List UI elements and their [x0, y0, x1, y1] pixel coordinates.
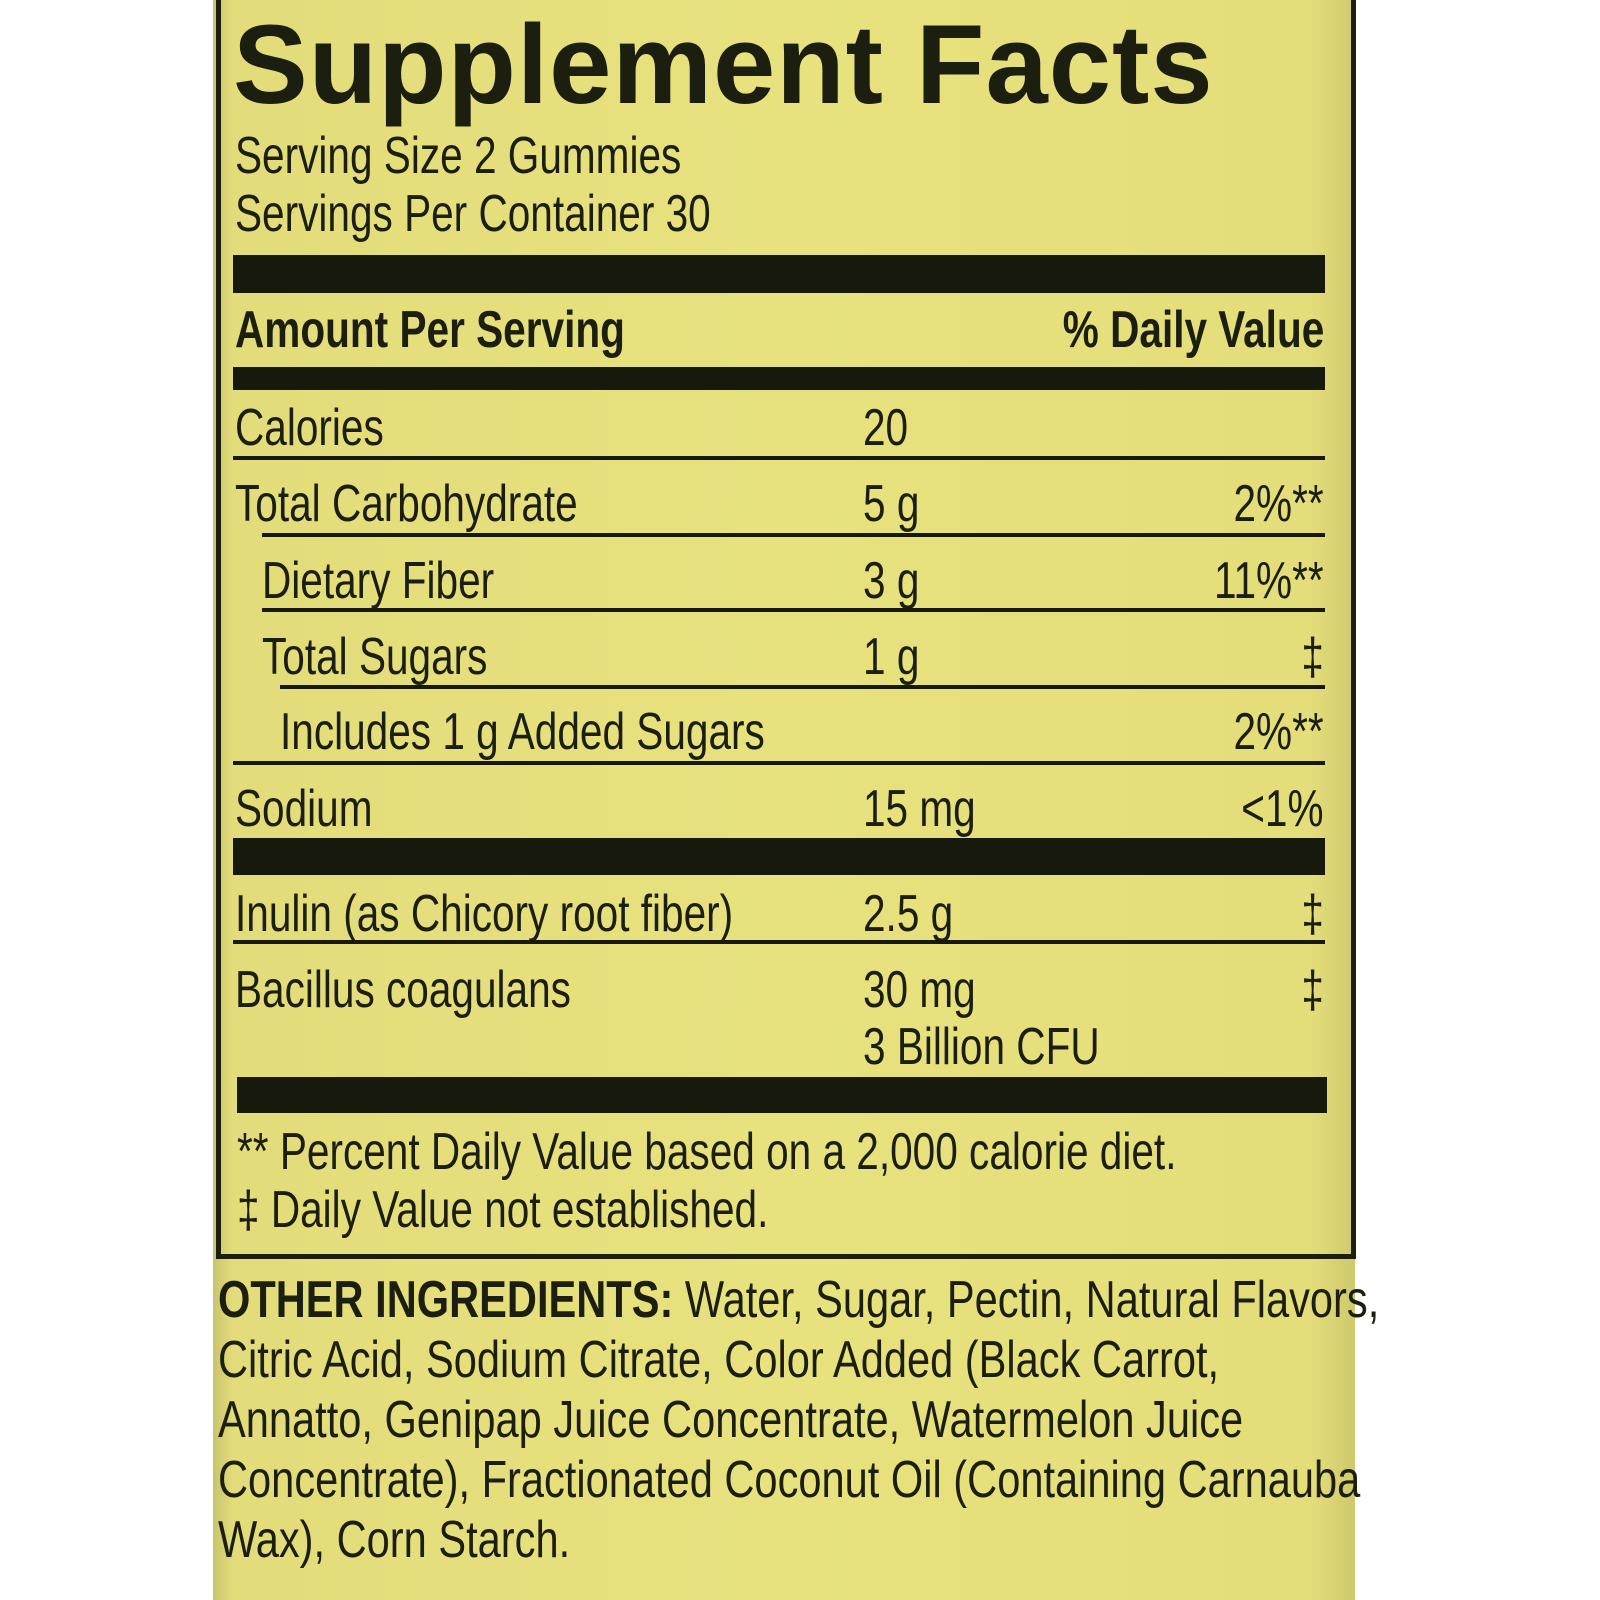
nutrient-name: Inulin (as Chicory root fiber): [235, 885, 734, 943]
other-ingredients-line: Wax), Corn Starch.: [218, 1511, 571, 1569]
divider-thick: [237, 1077, 1327, 1113]
divider-thick: [233, 838, 1325, 875]
other-ingredients-label: OTHER INGREDIENTS:: [218, 1271, 674, 1329]
nutrient-amount: 1 g: [863, 628, 920, 686]
nutrient-name: Total Sugars: [262, 628, 488, 686]
nutrient-dv: 2%**: [1233, 475, 1324, 533]
nutrient-amount: 2.5 g: [863, 885, 954, 943]
divider-thick: [233, 255, 1325, 293]
nutrient-dv: ‡: [1301, 885, 1324, 943]
nutrient-name: Sodium: [235, 780, 373, 838]
nutrient-name: Dietary Fiber: [262, 552, 495, 610]
footnote-not-established: ‡ Daily Value not established.: [237, 1181, 769, 1239]
footnote-dv: ** Percent Daily Value based on a 2,000 …: [237, 1123, 1177, 1181]
divider: [280, 685, 1325, 689]
nutrient-name: Total Carbohydrate: [235, 475, 578, 533]
other-ingredients-line: OTHER INGREDIENTS: Water, Sugar, Pectin,…: [218, 1270, 1379, 1330]
divider: [233, 940, 1325, 944]
serving-size: Serving Size 2 Gummies: [235, 127, 682, 185]
nutrient-name: Calories: [235, 399, 384, 457]
nutrient-dv: ‡: [1301, 961, 1324, 1019]
nutrient-name: Includes 1 g Added Sugars: [280, 703, 765, 761]
nutrient-dv: ‡: [1301, 628, 1324, 686]
nutrient-dv: 11%**: [1214, 552, 1324, 610]
divider: [233, 761, 1325, 765]
divider: [262, 533, 1325, 537]
daily-value-header: % Daily Value: [1062, 301, 1324, 359]
nutrient-dv: <1%: [1241, 780, 1324, 838]
nutrient-amount: 5 g: [863, 475, 920, 533]
other-ingredients-line: Citric Acid, Sodium Citrate, Color Added…: [218, 1331, 1220, 1389]
facts-box: [216, 0, 1356, 1259]
nutrient-amount-cfu: 3 Billion CFU: [863, 1018, 1100, 1076]
ingredients-text: Water, Sugar, Pectin, Natural Flavors,: [673, 1271, 1380, 1329]
divider-thick: [233, 367, 1325, 390]
nutrient-name: Bacillus coagulans: [235, 961, 571, 1019]
other-ingredients-line: Concentrate), Fractionated Coconut Oil (…: [218, 1451, 1361, 1509]
nutrient-amount: 3 g: [863, 552, 920, 610]
servings-per-container: Servings Per Container 30: [235, 185, 711, 243]
facts-title: Supplement Facts: [233, 2, 1214, 127]
amount-per-serving-header: Amount Per Serving: [235, 301, 625, 359]
divider: [262, 608, 1325, 612]
nutrient-amount: 20: [863, 399, 909, 457]
nutrient-dv: 2%**: [1233, 703, 1324, 761]
divider: [233, 456, 1325, 460]
other-ingredients-line: Annatto, Genipap Juice Concentrate, Wate…: [218, 1391, 1244, 1449]
nutrient-amount: 15 mg: [863, 780, 976, 838]
nutrient-amount: 30 mg: [863, 961, 976, 1019]
